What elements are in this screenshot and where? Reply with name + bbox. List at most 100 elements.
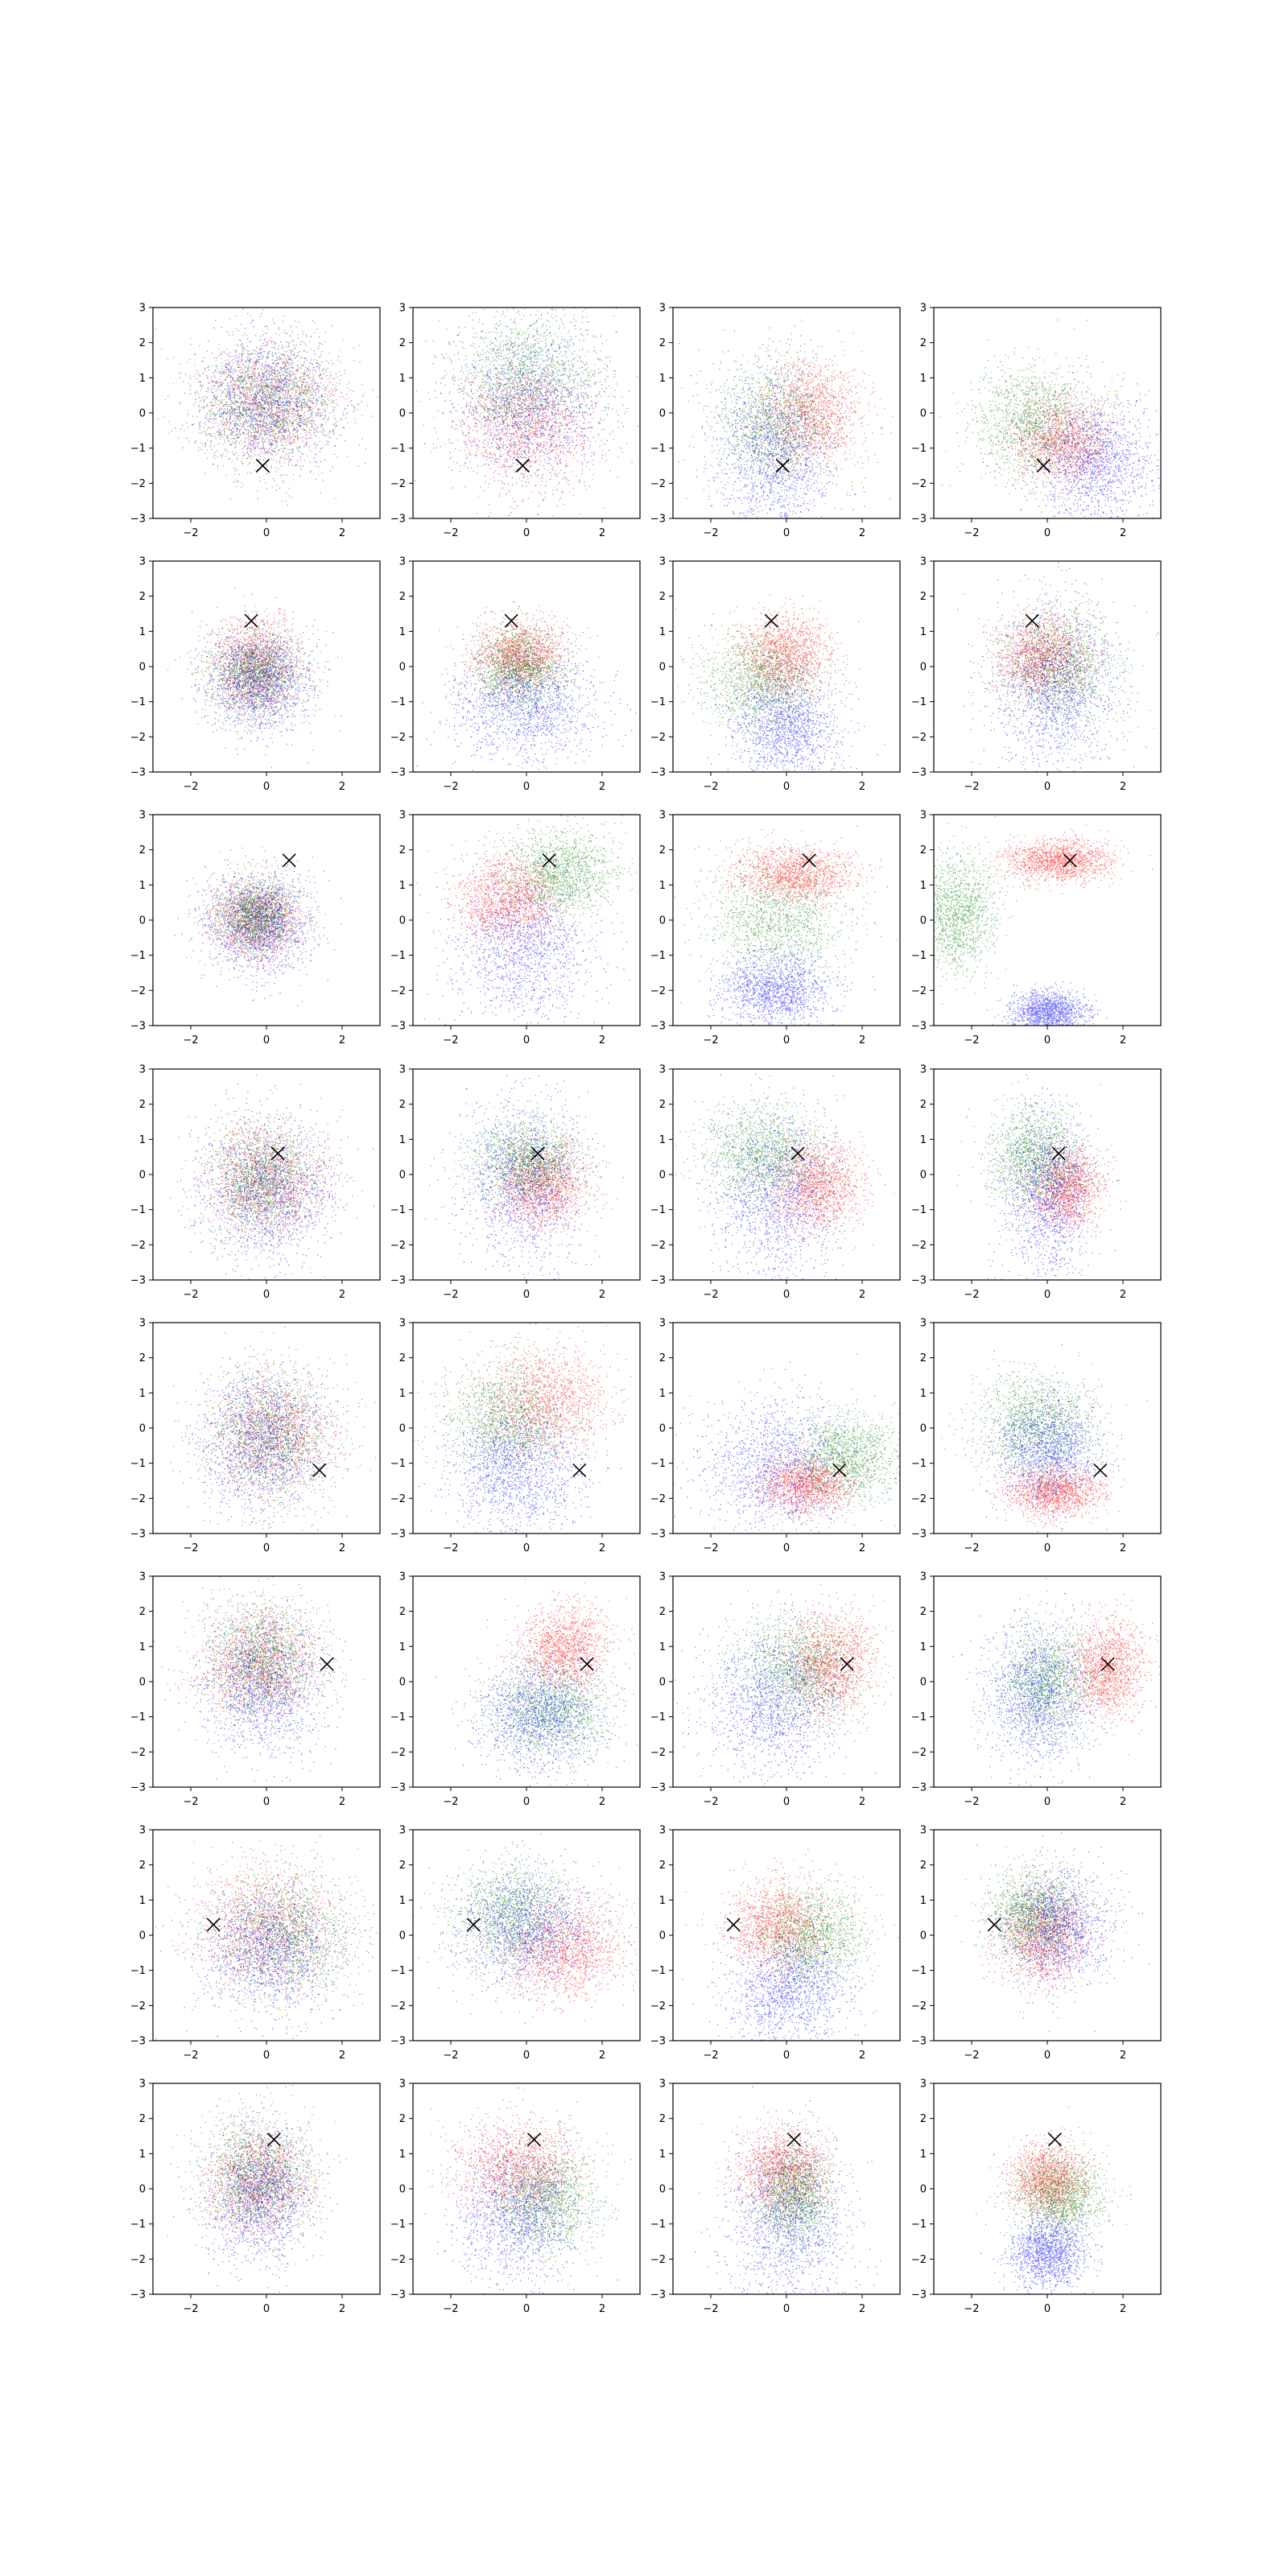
y-tick-label: −3 — [650, 1782, 666, 1794]
series-blue — [153, 1576, 346, 1814]
y-tick-label: 3 — [399, 1064, 406, 1076]
x-marker — [988, 1918, 1001, 1931]
y-tick-label: 1 — [399, 1895, 406, 1907]
points-blue — [654, 1591, 876, 1808]
x-tick-label: 2 — [859, 2303, 865, 2315]
y-tick-label: 0 — [659, 2184, 666, 2196]
y-tick-label: −3 — [650, 1021, 666, 1033]
y-tick-label: 2 — [920, 591, 927, 603]
x-tick-label: 2 — [599, 1289, 605, 1301]
x-tick-label: 0 — [523, 1796, 530, 1808]
series-green — [955, 1850, 1117, 1986]
y-tick-label: 0 — [659, 1930, 666, 1942]
y-tick-label: −2 — [650, 985, 666, 997]
series-green — [681, 325, 863, 537]
y-tick-label: 1 — [920, 373, 927, 385]
points-blue — [425, 2087, 618, 2318]
y-tick-label: 0 — [920, 662, 927, 674]
y-tick-label: 1 — [399, 880, 406, 892]
points-green — [959, 1079, 1119, 1235]
x-tick-label: 0 — [1044, 527, 1051, 539]
axes-frame — [673, 1069, 900, 1280]
x-tick-label: 0 — [1044, 1542, 1051, 1554]
x-marker — [531, 1147, 544, 1160]
x-tick-label: 0 — [263, 2050, 270, 2062]
y-tick-label: −2 — [390, 732, 406, 744]
scatter-points — [425, 1059, 624, 1377]
scatter-points — [156, 299, 386, 506]
x-tick-label: 0 — [1044, 781, 1051, 793]
x-tick-label: −2 — [964, 2303, 979, 2315]
y-tick-label: 1 — [659, 373, 666, 385]
y-tick-label: −2 — [130, 478, 146, 490]
axes-frame — [413, 1069, 640, 1280]
y-tick-label: 1 — [920, 880, 927, 892]
y-tick-label: 0 — [399, 1170, 406, 1182]
y-tick-label: 0 — [659, 1170, 666, 1182]
y-tick-label: 1 — [139, 2149, 146, 2161]
scatter-points — [656, 320, 956, 607]
x-tick-label: −2 — [443, 527, 458, 539]
x-tick-label: 2 — [599, 1034, 605, 1046]
x-tick-label: 0 — [1044, 1034, 1051, 1046]
x-tick-label: 2 — [599, 527, 605, 539]
x-tick-label: 0 — [783, 1034, 790, 1046]
x-tick-label: −2 — [183, 527, 198, 539]
y-tick-label: −2 — [390, 985, 406, 997]
y-tick-label: 0 — [139, 2184, 146, 2196]
x-tick-label: 2 — [599, 2050, 605, 2062]
y-tick-label: −1 — [650, 1711, 666, 1724]
y-tick-label: 1 — [920, 1895, 927, 1907]
y-tick-label: −3 — [911, 514, 927, 526]
y-tick-label: −2 — [130, 732, 146, 744]
x-tick-label: 2 — [1120, 527, 1126, 539]
x-tick-label: 2 — [599, 1796, 605, 1808]
y-tick-label: 0 — [659, 662, 666, 674]
y-tick-label: 2 — [659, 591, 666, 603]
points-red — [994, 2126, 1107, 2233]
x-tick-label: 2 — [339, 1289, 345, 1301]
y-tick-label: 3 — [920, 1318, 927, 1330]
points-red — [427, 2081, 631, 2248]
y-tick-label: 3 — [139, 810, 146, 822]
points-blue — [411, 303, 653, 555]
points-green — [671, 826, 897, 1019]
y-tick-label: 1 — [139, 626, 146, 638]
scatter-points — [952, 1579, 1173, 1817]
x-marker — [267, 2133, 280, 2146]
x-marker — [245, 614, 258, 627]
y-tick-label: −2 — [390, 1493, 406, 1505]
series-blue — [177, 1084, 374, 1321]
scatter-points — [171, 1320, 377, 1561]
x-tick-label: 0 — [1044, 2050, 1051, 2062]
series-green — [671, 826, 897, 1019]
y-tick-label: −1 — [130, 2219, 146, 2231]
x-marker — [313, 1463, 326, 1476]
series-blue — [663, 2087, 881, 2366]
series-red — [985, 377, 1140, 503]
series-green — [473, 2112, 643, 2285]
y-tick-label: 1 — [920, 1388, 927, 1400]
x-tick-label: 2 — [859, 1289, 865, 1301]
y-tick-label: 0 — [659, 915, 666, 927]
x-tick-label: −2 — [183, 2050, 198, 2062]
y-tick-label: −2 — [390, 478, 406, 490]
axes-frame — [413, 1830, 640, 2041]
y-tick-label: 2 — [139, 1860, 146, 1872]
series-red — [427, 2081, 631, 2248]
series-blue — [411, 303, 653, 555]
axes-frame — [153, 1323, 380, 1534]
x-tick-label: −2 — [703, 1796, 718, 1808]
y-tick-label: −1 — [390, 950, 406, 962]
x-tick-label: 0 — [783, 2050, 790, 2062]
scatter-points — [902, 811, 1153, 1046]
y-tick-label: 0 — [139, 1423, 146, 1435]
